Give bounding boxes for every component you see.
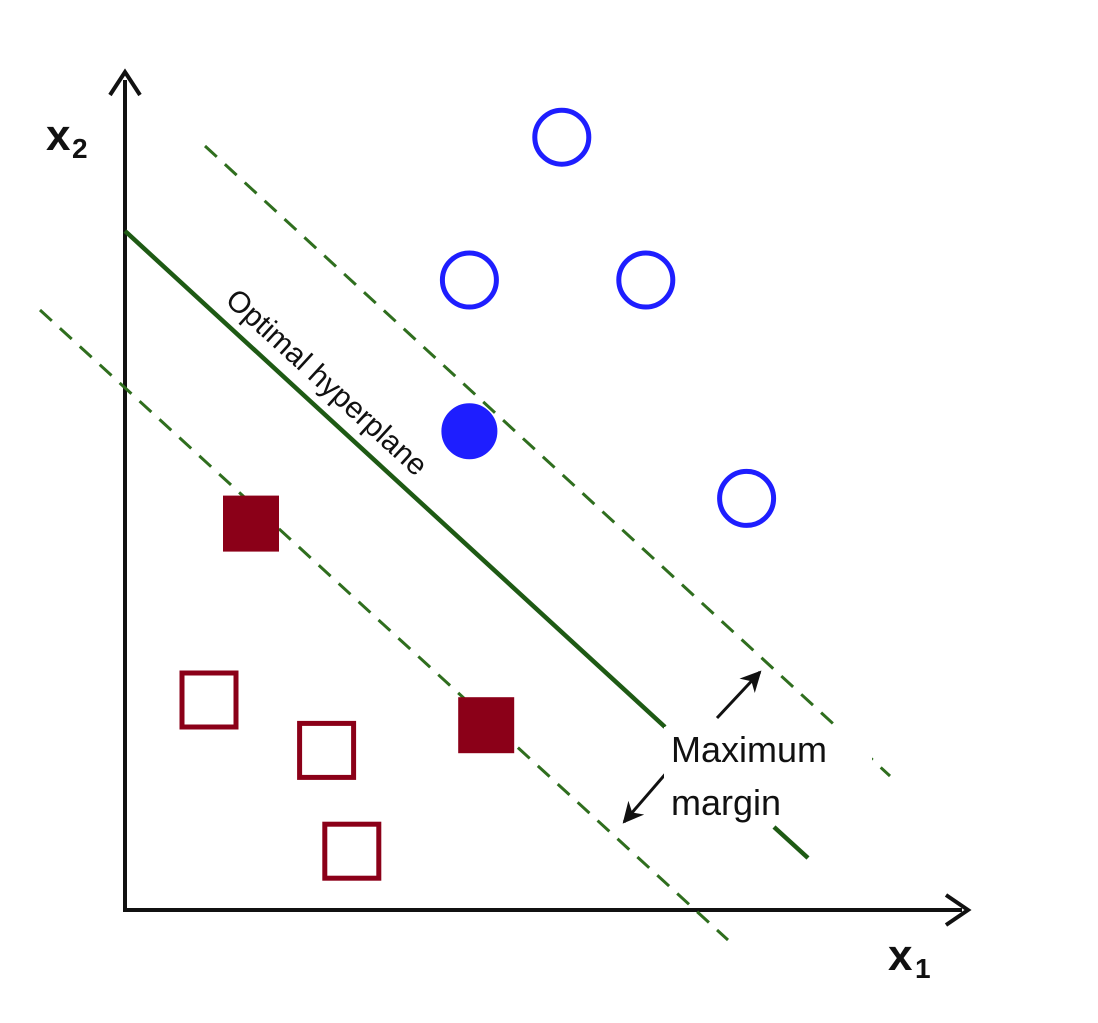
axes [108,68,972,927]
margin-label-line2: margin [671,782,781,823]
optimal-hyperplane-line [123,229,667,729]
support-vector-square [223,495,279,552]
square-point [297,720,357,780]
upper-margin-line [203,144,892,778]
margin-arrow-down [622,770,670,824]
x-axis-arrow-icon [944,893,972,927]
margin-label-line1: Maximum [671,729,827,770]
margin-arrow-up [715,670,762,720]
circle-point [616,250,676,310]
y-axis-label: x [46,111,71,160]
data-points [179,107,777,881]
y-axis-label-subscript: 2 [72,133,88,164]
lower-margin-line [38,308,730,942]
margin-label-background [664,727,872,823]
square-point [322,821,382,881]
y-axis-arrow-icon [108,68,142,97]
y-axis-label-main: x [46,111,71,160]
square-point [179,670,239,730]
x-axis-label-subscript: 1 [915,953,931,984]
hyperplane-label: Optimal hyperplane [219,283,433,483]
support-vector-circle [441,403,498,460]
support-vector-square [458,697,515,754]
circle-point [717,468,777,528]
circle-point [532,107,592,167]
x-axis-label: x [888,931,913,980]
optimal-hyperplane-line-tail [772,825,810,860]
x-axis-label-main: x [888,931,913,980]
circle-point [439,250,499,310]
